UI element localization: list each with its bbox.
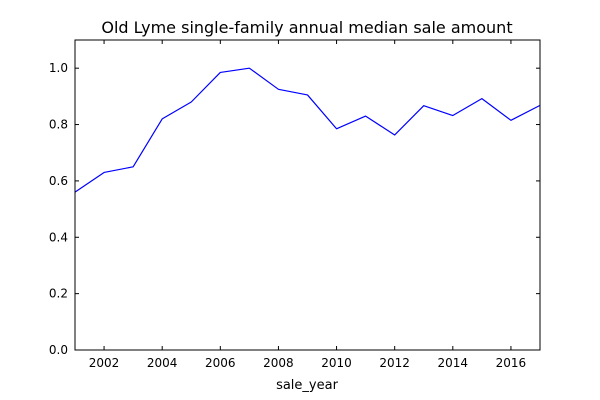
y-tick-label: 0.4 [49, 230, 68, 244]
series-line [74, 67, 541, 193]
x-axis-label: sale_year [276, 378, 339, 393]
x-tick-label: 2002 [89, 356, 120, 370]
plot-area: 2002 2004 2006 2008 2010 2012 2014 2016 0.0 0.2 0.… [49, 40, 541, 370]
x-tick-label: 2008 [263, 356, 294, 370]
y-tick-label: 0.6 [49, 174, 68, 188]
x-tick-label: 2010 [321, 356, 352, 370]
x-tick-label: 2014 [438, 356, 469, 370]
chart-title: Old Lyme single-family annual median sal… [101, 18, 512, 37]
y-tick-label: 0.2 [49, 287, 68, 301]
y-tick-label: 0.8 [49, 118, 68, 132]
x-tick-label: 2006 [205, 356, 236, 370]
x-tick-label: 2016 [496, 356, 527, 370]
x-tick-label: 2004 [147, 356, 178, 370]
x-tick-label: 2012 [379, 356, 410, 370]
axes-frame [74, 39, 541, 351]
y-tick-label: 1.0 [49, 61, 68, 75]
y-tick-label: 0.0 [49, 343, 68, 357]
